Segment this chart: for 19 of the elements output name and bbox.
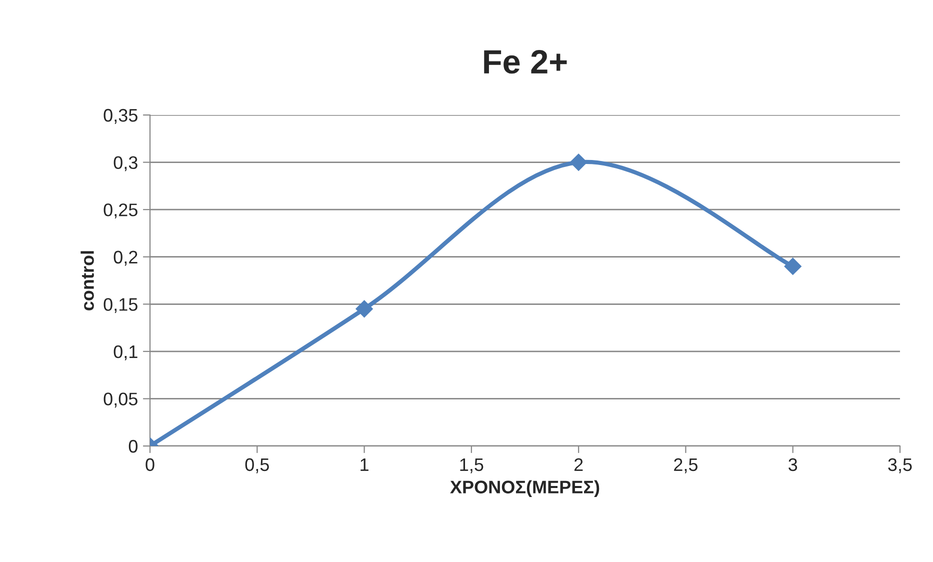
y-tick-label: 0 [128, 440, 138, 453]
x-axis-title: ΧΡΟΝΟΣ(ΜΕΡΕΣ) [450, 480, 600, 498]
y-tick-label: 0,3 [114, 156, 138, 172]
x-tick-label: 3 [788, 458, 798, 472]
y-tick-label: 0,15 [104, 298, 138, 313]
y-tick-label: 0,2 [114, 250, 138, 266]
x-tick-label: 0 [146, 458, 154, 472]
x-tick-label: 1 [360, 458, 368, 471]
x-tick-label: 2,5 [674, 458, 698, 474]
x-tick-label: 1,5 [460, 458, 484, 474]
x-tick-label: 3,5 [888, 458, 912, 474]
y-tick-label: 0,25 [104, 204, 138, 218]
y-tick-label: 0,1 [114, 345, 138, 360]
x-tick-label: 0,5 [245, 458, 269, 474]
y-axis-title: control [80, 251, 94, 310]
x-tick-label: 2 [574, 458, 583, 471]
y-tick-label: 0,05 [104, 392, 138, 408]
chart-title: Fe 2+ [484, 50, 567, 74]
y-tick-label: 0,35 [104, 108, 138, 124]
